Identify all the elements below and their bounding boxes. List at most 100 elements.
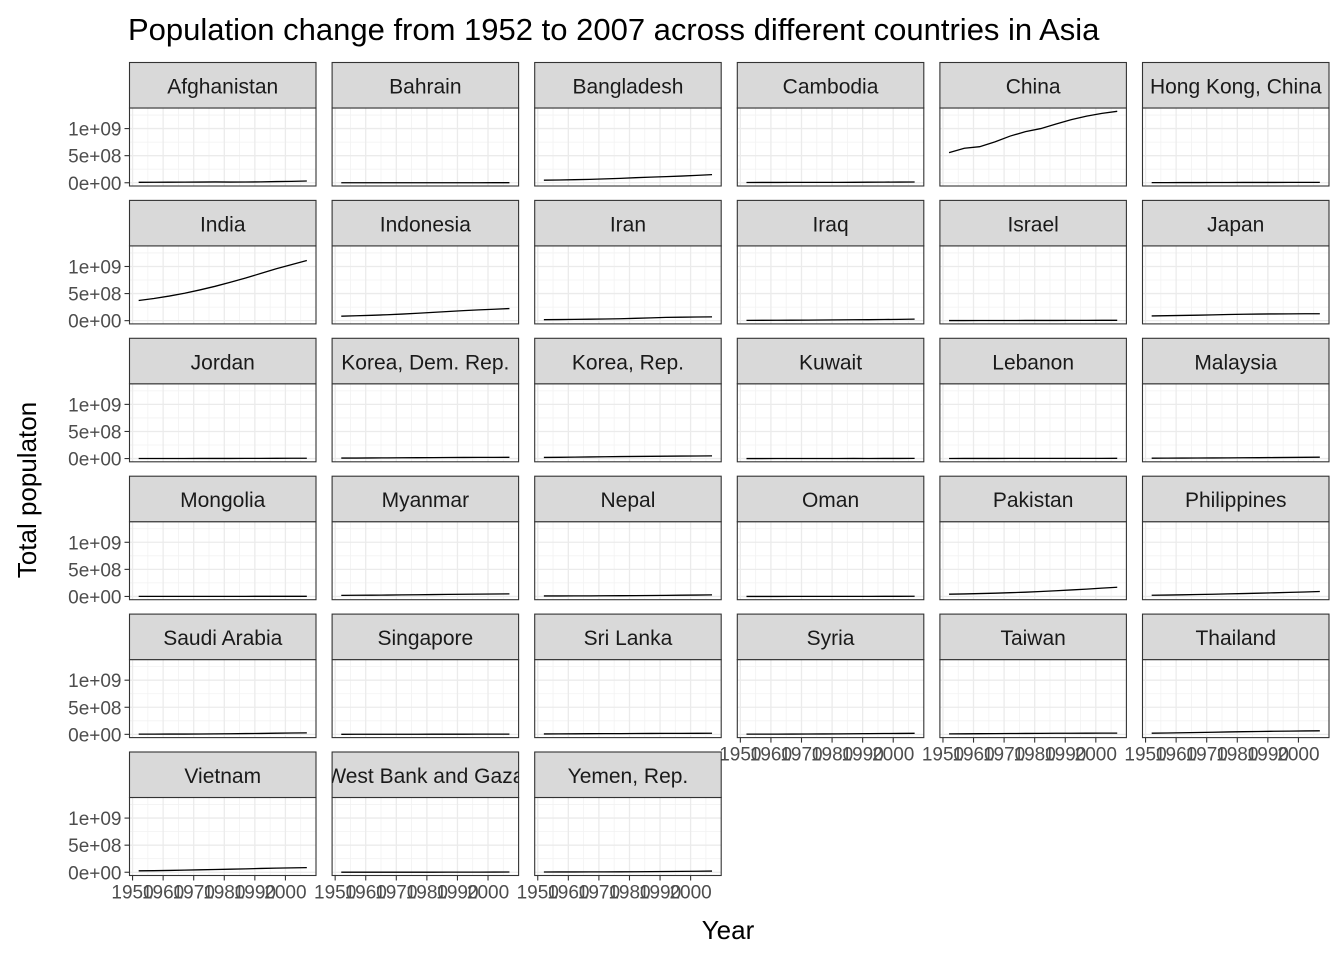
x-tick-label: 1950 xyxy=(1124,745,1166,766)
y-tick-label: 5e+08 xyxy=(68,285,121,306)
x-tick-label: 1990 xyxy=(436,883,478,904)
panel-background xyxy=(737,245,924,324)
strip-label: Korea, Dem. Rep. xyxy=(341,351,509,374)
series-line-pakistan xyxy=(949,586,1118,595)
panel-grid xyxy=(534,797,722,876)
strip-background xyxy=(128,613,317,661)
panel-grid xyxy=(129,797,316,876)
strip-background xyxy=(331,751,520,799)
x-tick-label: 1950 xyxy=(111,883,153,904)
panel-background xyxy=(1142,521,1329,600)
x-tick-label: 1970 xyxy=(983,745,1025,766)
x-tick-label: 1990 xyxy=(1247,745,1289,766)
x-tick-label: 1960 xyxy=(750,745,792,766)
y-tick-label: 5e+08 xyxy=(68,560,121,581)
strip-background xyxy=(939,613,1127,661)
panel-grid xyxy=(332,245,519,324)
series-line-japan xyxy=(1151,313,1320,317)
strip-label: Kuwait xyxy=(799,351,862,374)
x-tick-label: 1970 xyxy=(780,745,822,766)
facet-singapore: Singapore xyxy=(331,613,520,739)
facet-lebanon: Lebanon xyxy=(939,337,1127,463)
strip-label: Yemen, Rep. xyxy=(568,765,689,788)
y-tick-label: 0e+00 xyxy=(68,174,121,195)
strip-label: Lebanon xyxy=(992,351,1074,374)
x-tick-label: 1990 xyxy=(1044,745,1086,766)
strip-background xyxy=(736,613,925,661)
facet-malaysia: Malaysia xyxy=(1141,337,1330,463)
x-tick-label: 2000 xyxy=(264,883,306,904)
y-tick-label: 0e+00 xyxy=(68,863,121,884)
x-tick-label: 2000 xyxy=(872,745,914,766)
facet-cambodia: Cambodia xyxy=(736,61,925,187)
y-tick-label: 0e+00 xyxy=(68,450,121,471)
strip-label: Iran xyxy=(610,213,646,236)
panel-background xyxy=(129,108,316,186)
panel-background xyxy=(1142,659,1329,738)
strip-label: Syria xyxy=(807,627,855,650)
panel-grid xyxy=(129,108,316,186)
facet-bangladesh: Bangladesh xyxy=(534,61,722,187)
x-tick-label: 1950 xyxy=(314,883,356,904)
panel-grid xyxy=(737,659,924,738)
panel-background xyxy=(737,659,924,738)
facet-vietnam: Vietnam 0e+00 5e+08 1e+09 195019601970198019… xyxy=(68,751,317,904)
strip-background xyxy=(939,337,1127,385)
strip-background xyxy=(534,475,722,523)
panel-background xyxy=(129,521,316,600)
x-tick-label: 2000 xyxy=(669,883,711,904)
panel-background xyxy=(939,659,1127,738)
x-tick-label: 1960 xyxy=(952,745,994,766)
series-line-taiwan xyxy=(949,732,1118,735)
panel-background xyxy=(332,383,519,462)
y-tick-label: 1e+09 xyxy=(68,671,121,692)
series-line-nepal xyxy=(543,594,713,597)
facet-mongolia: Mongolia 0e+00 5e+08 1e+09 xyxy=(68,475,317,608)
strip-background xyxy=(1141,475,1330,523)
panel-background xyxy=(332,521,519,600)
strip-background xyxy=(331,613,520,661)
series-line-afghanistan xyxy=(138,180,307,183)
panel-grid xyxy=(534,383,722,462)
series-line-korea-rep xyxy=(543,455,713,459)
strip-background xyxy=(534,337,722,385)
x-tick-label: 1970 xyxy=(578,883,620,904)
y-tick-label: 1e+09 xyxy=(68,809,121,830)
strip-label: Hong Kong, China xyxy=(1150,76,1322,99)
facet-panels: Afghanistan 0e+00 5e+08 1e+09 Bahrain Banglad… xyxy=(68,61,1330,904)
strip-label: Taiwan xyxy=(1000,627,1065,650)
facet-korea-rep: Korea, Rep. xyxy=(534,337,722,463)
panel-grid xyxy=(1142,383,1329,462)
strip-background xyxy=(1141,337,1330,385)
facet-afghanistan: Afghanistan 0e+00 5e+08 1e+09 xyxy=(68,61,317,195)
series-line-philippines xyxy=(1151,590,1320,596)
facet-israel: Israel xyxy=(939,199,1127,325)
strip-background xyxy=(534,751,722,799)
strip-label: Vietnam xyxy=(184,765,261,788)
series-line-korea-dem-rep xyxy=(341,456,510,459)
series-line-cambodia xyxy=(746,181,915,184)
series-line-indonesia xyxy=(341,307,510,317)
y-tick-label: 1e+09 xyxy=(68,533,121,554)
strip-label: Korea, Rep. xyxy=(572,351,684,374)
y-tick-label: 1e+09 xyxy=(68,257,121,278)
panel-background xyxy=(332,797,519,876)
x-tick-label: 1980 xyxy=(608,883,650,904)
series-line-thailand xyxy=(1151,730,1320,734)
facet-india: India 0e+00 5e+08 1e+09 xyxy=(68,199,317,333)
panel-background xyxy=(332,659,519,738)
strip-background xyxy=(128,199,317,247)
panel-grid xyxy=(332,521,519,600)
panel-grid xyxy=(1142,245,1329,324)
x-tick-label: 2000 xyxy=(467,883,509,904)
y-tick-label: 1e+09 xyxy=(68,395,121,416)
facet-hong-kong-china: Hong Kong, China xyxy=(1141,61,1330,187)
series-line-malaysia xyxy=(1151,456,1320,459)
panel-background xyxy=(737,521,924,600)
panel-background xyxy=(939,245,1127,324)
panel-background xyxy=(534,108,722,186)
x-tick-label: 1990 xyxy=(639,883,681,904)
strip-label: Nepal xyxy=(601,489,656,512)
